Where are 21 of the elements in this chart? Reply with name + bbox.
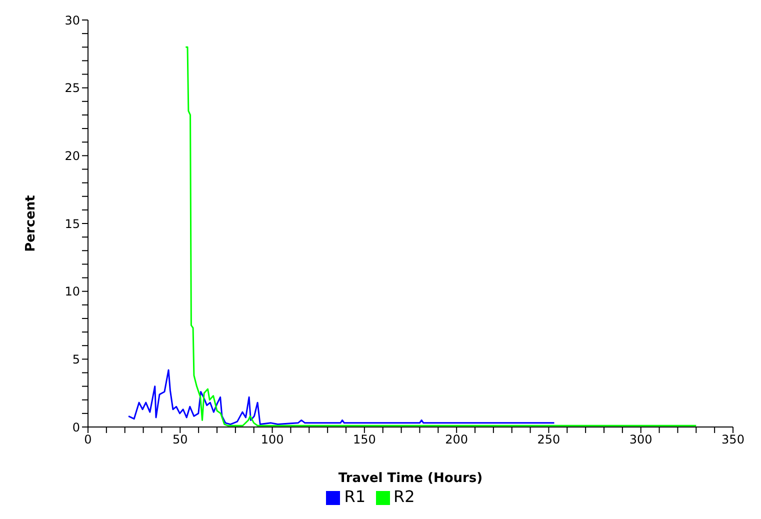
- y-tick-label: 15: [64, 216, 80, 231]
- legend-label: R2: [394, 487, 415, 506]
- y-tick-label: 20: [64, 148, 80, 163]
- x-tick-label: 0: [84, 432, 92, 447]
- y-axis-title: Percent: [24, 195, 39, 252]
- x-tick-label: 350: [722, 432, 744, 447]
- legend-label: R1: [344, 487, 366, 506]
- x-tick-label: 150: [352, 432, 376, 447]
- x-tick-label: 300: [629, 432, 652, 447]
- y-tick-label: 30: [64, 13, 80, 28]
- x-tick-label: 200: [445, 432, 468, 447]
- x-axis-title: Travel Time (Hours): [338, 471, 483, 486]
- x-tick-label: 250: [537, 432, 560, 447]
- y-tick-label: 25: [64, 81, 80, 96]
- y-tick-label: 10: [64, 284, 80, 299]
- line-series: [128, 369, 555, 426]
- x-tick-label: 50: [172, 432, 188, 447]
- y-tick-label: 0: [72, 420, 80, 434]
- y-tick-label: 5: [72, 352, 80, 366]
- x-tick-label: 100: [260, 432, 284, 447]
- line-series: [184, 46, 697, 426]
